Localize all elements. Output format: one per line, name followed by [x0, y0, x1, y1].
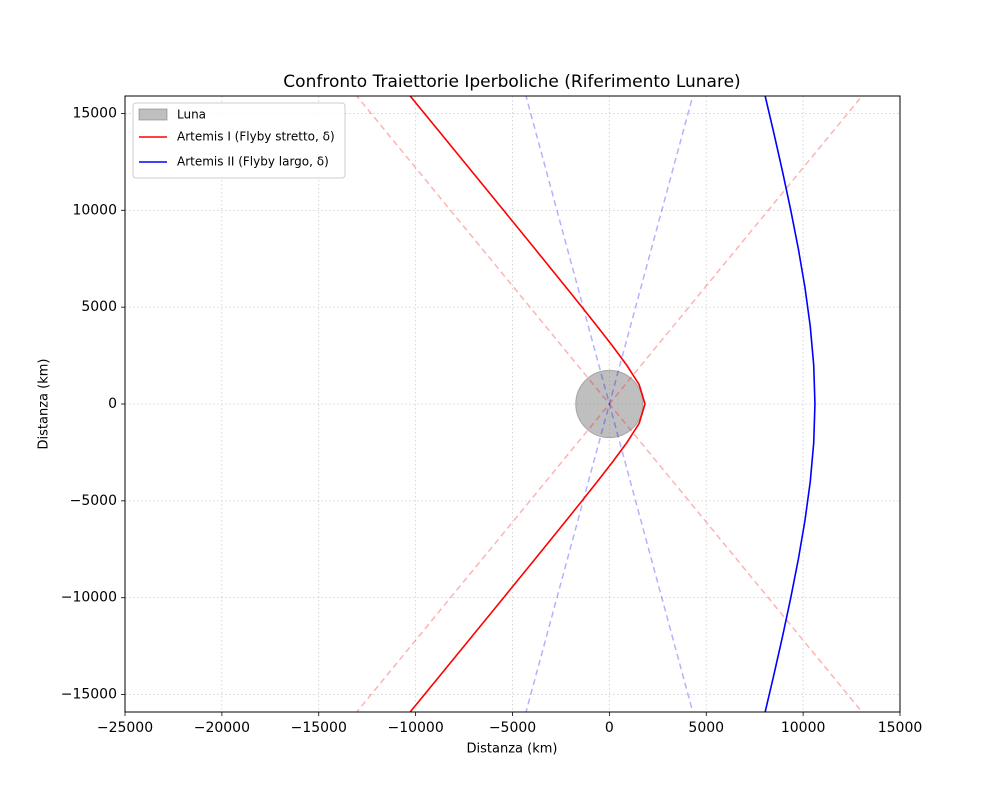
asymptote — [355, 96, 863, 712]
x-tick-label: −10000 — [387, 720, 443, 736]
trajectory — [764, 96, 816, 712]
x-axis-label: Distanza (km) — [467, 742, 558, 757]
x-tick-label: 0 — [605, 720, 614, 736]
x-tick-label: 5000 — [688, 720, 724, 736]
legend: Luna Artemis I (Flyby stretto, δ) Artemis … — [132, 102, 346, 179]
asymptote — [525, 96, 694, 712]
moon — [575, 369, 644, 439]
y-tick-label: 15000 — [72, 105, 117, 121]
y-tick-label: −15000 — [61, 687, 117, 703]
legend-box — [132, 102, 346, 179]
x-tick-label: −15000 — [291, 720, 347, 736]
y-tick-label: −10000 — [61, 590, 117, 606]
grid — [124, 96, 901, 712]
legend-swatch — [138, 108, 168, 121]
legend-label: Artemis II (Flyby largo, δ) — [177, 155, 329, 169]
y-tick-label: 0 — [108, 396, 117, 412]
y-tick-label: 10000 — [72, 202, 117, 218]
x-tick-label: −20000 — [194, 720, 250, 736]
x-tick-label: −5000 — [489, 720, 536, 736]
asymptote — [355, 96, 863, 712]
x-tick-label: 10000 — [781, 720, 826, 736]
legend-label: Luna — [177, 108, 206, 122]
x-tick-label: −25000 — [97, 720, 153, 736]
y-tick-label: 5000 — [81, 299, 117, 315]
plot-area — [355, 96, 863, 712]
asymptote — [525, 96, 694, 712]
y-tick-label: −5000 — [70, 493, 117, 509]
chart-title: Confronto Traiettorie Iperboliche (Rifer… — [283, 72, 740, 92]
y-axis-label: Distanza (km) — [37, 359, 52, 450]
trajectory — [409, 96, 646, 712]
x-tick-label: 15000 — [878, 720, 923, 736]
legend-label: Artemis I (Flyby stretto, δ) — [177, 130, 335, 144]
